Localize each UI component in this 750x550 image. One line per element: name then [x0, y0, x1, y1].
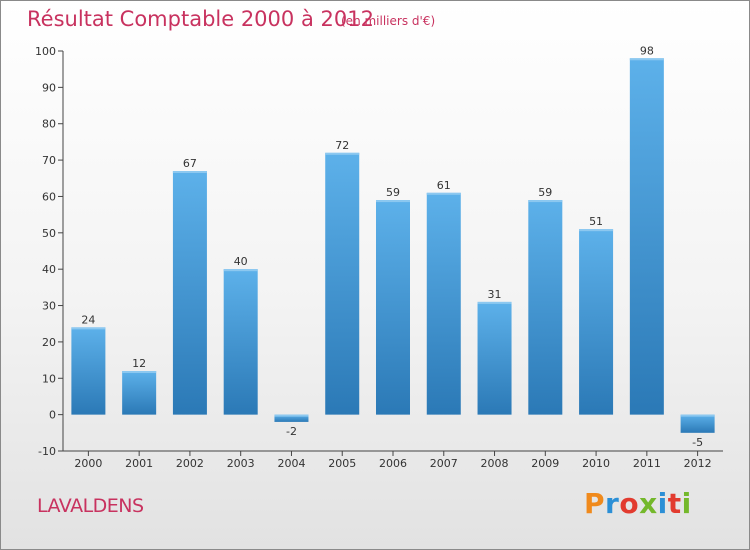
bar-highlight [122, 371, 157, 373]
bar-2011 [629, 58, 664, 415]
bar-highlight [172, 171, 207, 173]
y-tick-label: 10 [42, 372, 56, 385]
y-tick-label: 60 [42, 190, 56, 203]
data-label: -2 [286, 425, 297, 438]
x-tick-label: 2006 [379, 457, 407, 470]
logo-letter: t [667, 487, 682, 520]
data-label: 51 [589, 215, 603, 228]
data-label: 72 [335, 139, 349, 152]
commune-name: LAVALDENS [37, 495, 144, 517]
y-tick-label: 50 [42, 227, 56, 240]
bar-2009 [528, 200, 563, 415]
data-label: 59 [386, 186, 400, 199]
y-tick-label: 80 [42, 118, 56, 131]
y-tick-label: 30 [42, 300, 56, 313]
logo-letter: o [619, 487, 640, 520]
x-tick-label: 2010 [582, 457, 610, 470]
x-tick-label: 2003 [227, 457, 255, 470]
bar-2008 [477, 301, 512, 415]
bar-highlight [579, 229, 614, 232]
bar-2012 [680, 414, 715, 433]
x-tick-label: 2009 [531, 457, 559, 470]
bar-highlight [223, 269, 258, 272]
x-tick-label: 2004 [277, 457, 305, 470]
bar-highlight [680, 414, 715, 417]
y-tick-label: -10 [38, 445, 56, 458]
logo-letter: x [639, 487, 658, 520]
data-label: 98 [640, 44, 654, 57]
chart-subtitle: (en milliers d'€) [341, 14, 436, 28]
logo-letter: i [681, 487, 692, 520]
bar-2007 [426, 192, 461, 415]
bar-highlight [426, 192, 461, 195]
x-tick-label: 2007 [430, 457, 458, 470]
x-tick-label: 2002 [176, 457, 204, 470]
bar-highlight [528, 200, 563, 203]
data-label: 59 [538, 186, 552, 199]
chart-title: Résultat Comptable 2000 à 2012 [27, 7, 374, 31]
bar-highlight [629, 58, 664, 61]
bar-2004 [274, 414, 309, 422]
y-tick-label: 100 [35, 45, 56, 58]
logo-letter: i [657, 487, 668, 520]
bar-2003 [223, 269, 258, 415]
x-tick-label: 2008 [481, 457, 509, 470]
bar-2006 [376, 200, 410, 415]
data-label: 61 [437, 179, 451, 192]
bar-2001 [122, 371, 157, 415]
bar-2005 [325, 152, 360, 415]
y-tick-label: 40 [42, 263, 56, 276]
data-label: 40 [234, 255, 248, 268]
bar-highlight [325, 152, 360, 155]
x-tick-label: 2001 [125, 457, 153, 470]
y-tick-label: 20 [42, 336, 56, 349]
y-tick-label: 70 [42, 154, 56, 167]
bar-highlight [376, 200, 410, 203]
y-tick-label: 0 [49, 409, 56, 422]
bar-2002 [172, 171, 207, 415]
data-label: -5 [692, 436, 703, 449]
y-tick-label: 90 [42, 81, 56, 94]
bar-2000 [71, 327, 106, 415]
bar-highlight [71, 327, 106, 330]
bar-2010 [579, 229, 614, 415]
x-tick-label: 2011 [633, 457, 661, 470]
data-label: 24 [81, 313, 95, 326]
proxiti-logo: Proxiti [584, 487, 692, 520]
data-label: 31 [488, 288, 502, 301]
x-tick-label: 2000 [74, 457, 102, 470]
bar-highlight [274, 414, 309, 417]
bar-highlight [477, 301, 512, 304]
x-tick-label: 2012 [684, 457, 712, 470]
data-label: 12 [132, 357, 146, 370]
data-label: 67 [183, 157, 197, 170]
x-tick-label: 2005 [328, 457, 356, 470]
logo-letter: r [605, 487, 620, 520]
logo-letter: P [584, 487, 606, 520]
